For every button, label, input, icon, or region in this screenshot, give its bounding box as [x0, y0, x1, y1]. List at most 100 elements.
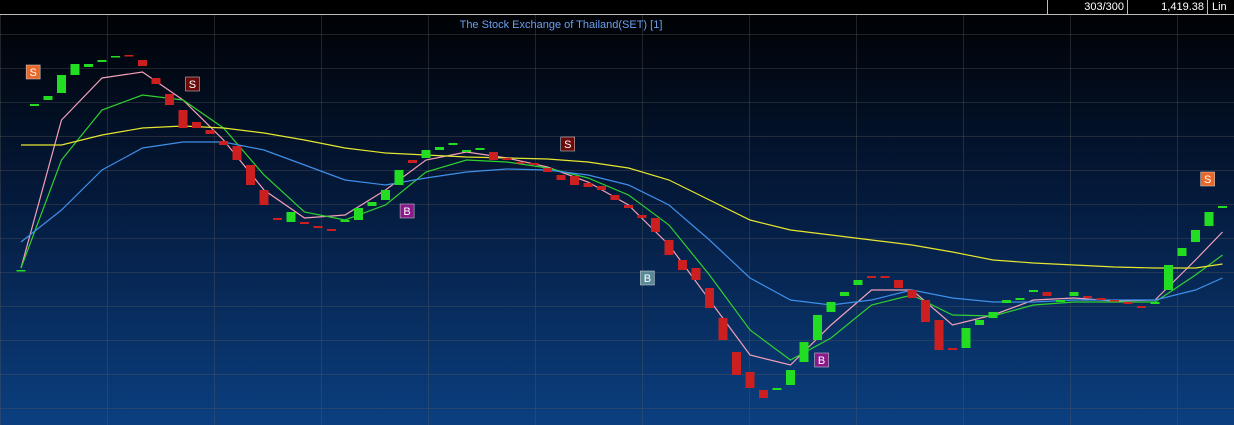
candle-body — [1042, 292, 1052, 296]
candle-body — [489, 152, 498, 160]
candle-body — [894, 280, 903, 288]
candle-body — [867, 276, 876, 278]
candle-body — [273, 218, 282, 220]
candle-body — [907, 290, 917, 298]
candle-body — [651, 218, 660, 232]
candle-body — [178, 110, 188, 128]
candle-body — [772, 388, 782, 390]
candle-body — [300, 222, 309, 224]
candle-body — [664, 240, 674, 255]
candle-body — [1218, 206, 1227, 208]
candle-body — [826, 302, 836, 312]
candle-body — [637, 215, 647, 218]
candle-body — [583, 183, 593, 187]
signal-box — [399, 203, 415, 219]
candle-body — [408, 160, 417, 163]
signal-box — [1200, 171, 1215, 187]
candle-body — [853, 280, 863, 285]
signal-label: B — [818, 355, 825, 367]
candle-body — [624, 205, 633, 208]
candle-body — [1083, 296, 1092, 298]
signal-label: S — [189, 79, 196, 91]
signal-box — [640, 270, 655, 286]
signal-label: S — [1204, 174, 1211, 186]
candle-body — [975, 320, 984, 325]
candle-body — [354, 208, 363, 220]
signal-marker: B — [399, 203, 415, 219]
candle-body — [219, 141, 228, 145]
candle-body — [462, 150, 471, 152]
moving-average-line — [20, 94, 1223, 361]
signal-marker: B — [640, 270, 655, 286]
candle-body — [610, 195, 620, 200]
candle-body — [475, 148, 485, 150]
candle-body — [1002, 300, 1011, 303]
candle-body — [151, 78, 161, 84]
signal-label: B — [403, 206, 410, 218]
candle-body — [327, 229, 336, 231]
candle-body — [529, 163, 539, 165]
candle-body — [16, 270, 26, 272]
candle-body — [435, 147, 444, 150]
candle-body — [30, 104, 39, 106]
signal-label: B — [644, 273, 651, 285]
signal-marker: S — [560, 136, 575, 152]
moving-average-line — [20, 71, 1223, 366]
candle-body — [259, 190, 269, 205]
candle-body — [813, 315, 822, 340]
candle-body — [84, 64, 93, 67]
candle-body — [1150, 302, 1160, 304]
candle-body — [745, 372, 755, 388]
signal-marker: S — [25, 64, 41, 80]
candle-body — [1056, 300, 1065, 302]
candle-body — [313, 226, 323, 228]
candle-body — [732, 352, 741, 375]
candle-body — [1110, 300, 1119, 302]
candle-body — [705, 288, 714, 308]
candle-body — [124, 55, 134, 57]
candle-body — [43, 96, 53, 100]
candle-body — [1029, 290, 1038, 292]
candle-body — [286, 212, 296, 222]
candle-body — [678, 260, 687, 270]
signal-label: S — [29, 67, 36, 79]
candle-body — [1096, 298, 1106, 300]
candle-body — [840, 292, 849, 296]
candle-body — [718, 318, 728, 340]
candle-body — [367, 202, 377, 206]
scale-mode[interactable]: Lin — [1207, 0, 1234, 14]
candle-body — [381, 190, 390, 200]
candle-body — [1177, 248, 1187, 256]
header-bar: 303/300 1,419.38 Lin — [0, 0, 1234, 15]
chart-title: The Stock Exchange of Thailand(SET) [1] — [460, 19, 663, 31]
candle-body — [57, 75, 66, 93]
signal-box — [25, 64, 41, 80]
signal-marker: S — [1200, 171, 1215, 187]
candle-body — [1123, 302, 1133, 304]
candle-body — [192, 122, 201, 128]
candle-body — [421, 150, 431, 158]
candle-body — [880, 276, 890, 278]
price: 1,419.38 — [1127, 0, 1207, 14]
candle-body — [97, 60, 107, 62]
candle-body — [921, 300, 930, 322]
candle-body — [394, 170, 404, 185]
candle-body — [502, 158, 512, 160]
candle-body — [570, 176, 579, 185]
candle-body — [246, 165, 255, 185]
candle-body — [988, 312, 998, 318]
signal-box — [185, 76, 200, 92]
candle-body — [70, 64, 80, 75]
moving-average-line — [21, 125, 1223, 269]
candle-body — [165, 94, 174, 105]
candle-body — [1069, 292, 1079, 296]
candle-body — [1204, 212, 1214, 226]
candle-body — [597, 186, 606, 190]
candle-body — [1191, 230, 1200, 242]
candle-body — [556, 175, 566, 180]
candle-body — [961, 328, 971, 348]
candle-body — [1015, 298, 1025, 300]
count: 303/300 — [1047, 0, 1127, 14]
